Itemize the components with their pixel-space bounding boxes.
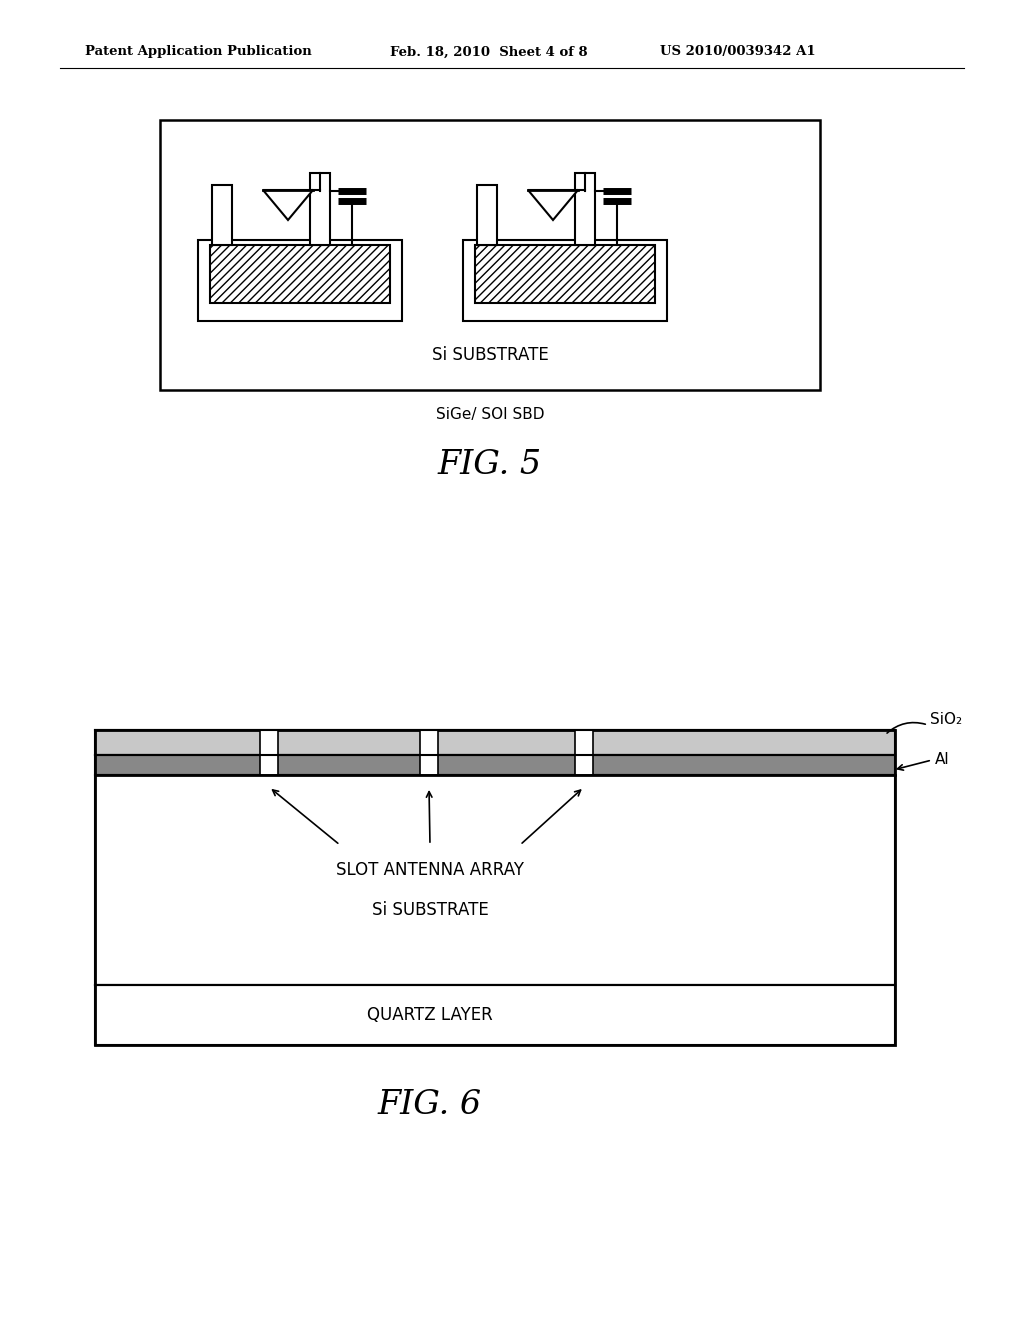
Bar [210, 246, 390, 304]
Bar [95, 755, 895, 775]
Text: SiO₂: SiO₂ [930, 713, 963, 727]
Text: Patent Application Publication: Patent Application Publication [85, 45, 311, 58]
Bar [575, 173, 595, 246]
Bar [475, 246, 655, 304]
Bar [95, 775, 895, 985]
Text: FIG. 5: FIG. 5 [438, 449, 542, 480]
Text: Si SUBSTRATE: Si SUBSTRATE [372, 902, 488, 919]
Bar [420, 730, 438, 775]
Bar [575, 730, 593, 775]
Bar [95, 730, 895, 1045]
Bar [463, 240, 667, 321]
Text: FIG. 6: FIG. 6 [378, 1089, 482, 1121]
Text: Al: Al [935, 752, 949, 767]
Bar [160, 120, 820, 389]
Bar [477, 185, 497, 246]
Text: Feb. 18, 2010  Sheet 4 of 8: Feb. 18, 2010 Sheet 4 of 8 [390, 45, 588, 58]
Bar [212, 185, 232, 246]
Bar [95, 985, 895, 1045]
Polygon shape [528, 190, 578, 220]
Text: Si SUBSTRATE: Si SUBSTRATE [432, 346, 549, 364]
Bar [310, 173, 330, 246]
Text: SLOT ANTENNA ARRAY: SLOT ANTENNA ARRAY [336, 861, 524, 879]
Bar [198, 240, 402, 321]
Polygon shape [263, 190, 313, 220]
Text: US 2010/0039342 A1: US 2010/0039342 A1 [660, 45, 816, 58]
Text: SiGe/ SOI SBD: SiGe/ SOI SBD [436, 408, 544, 422]
Bar [95, 730, 895, 755]
Text: QUARTZ LAYER: QUARTZ LAYER [368, 1006, 493, 1024]
Bar [260, 730, 278, 775]
